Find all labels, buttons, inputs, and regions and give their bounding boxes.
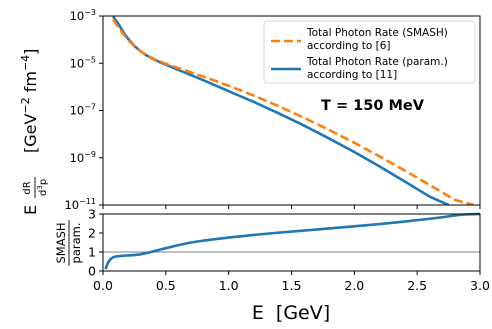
legend-label-param-line1: Total Photon Rate (param.) bbox=[306, 56, 448, 68]
temperature-annotation: T = 150 MeV bbox=[321, 98, 425, 114]
y-label-units-close: ] bbox=[21, 49, 40, 55]
y-label-E: E bbox=[21, 205, 40, 215]
y-label-units-exp1: −2 bbox=[19, 97, 32, 113]
main-y-tick-exp: −3 bbox=[84, 8, 96, 17]
x-tick-label: 2.0 bbox=[344, 278, 364, 293]
legend-label-smash-line1: Total Photon Rate (SMASH) bbox=[306, 27, 448, 39]
main-plot-frame bbox=[102, 15, 481, 206]
main-y-tick-base: 10 bbox=[70, 104, 85, 118]
main-y-tick-exp: −11 bbox=[79, 197, 96, 206]
series-smash-line bbox=[111, 18, 475, 205]
y-label-units-exp2: −4 bbox=[19, 55, 32, 71]
ratio-x-tick-labels: 0.0 0.5 1.0 1.5 2.0 2.5 3.0 bbox=[93, 278, 490, 293]
main-y-tick-base: 10 bbox=[70, 151, 85, 165]
ratio-y-tick-labels: 0 1 2 3 bbox=[88, 207, 96, 279]
main-y-tick-base: 10 bbox=[70, 56, 85, 70]
main-curves bbox=[111, 16, 475, 205]
ratio-label-den: param. bbox=[69, 223, 83, 264]
ratio-y-tick-label: 2 bbox=[88, 226, 96, 241]
main-tick-marks bbox=[99, 15, 481, 209]
main-y-tick-exp: −9 bbox=[84, 150, 96, 159]
main-y-tick-exp: −7 bbox=[84, 103, 96, 112]
x-tick-label: 1.0 bbox=[219, 278, 239, 293]
x-tick-label: 3.0 bbox=[470, 278, 490, 293]
ratio-y-tick-label: 0 bbox=[88, 264, 96, 279]
y-label-frac-num: dR bbox=[22, 181, 33, 194]
main-y-tick-label: 10−3 bbox=[70, 8, 96, 23]
ratio-curves bbox=[104, 212, 480, 270]
x-tick-label: 0.5 bbox=[156, 278, 176, 293]
ratio-y-tick-label: 3 bbox=[88, 207, 96, 222]
main-y-tick-label: 10−7 bbox=[70, 103, 96, 118]
x-tick-label: 2.5 bbox=[407, 278, 427, 293]
main-y-tick-base: 10 bbox=[64, 198, 79, 212]
series-ratio-line bbox=[104, 212, 480, 270]
legend-label-smash-line2: according to [6] bbox=[307, 40, 391, 52]
main-y-tick-label: 10−5 bbox=[70, 55, 96, 70]
y-label-units-open: [GeV bbox=[21, 114, 40, 153]
ratio-y-tick-label: 1 bbox=[88, 245, 96, 260]
ratio-tick-marks bbox=[99, 213, 481, 275]
y-label-units: [GeV−2 fm−4] bbox=[19, 49, 40, 153]
legend-label-param-line2: according to [11] bbox=[307, 69, 397, 81]
main-y-axis-label: E dR d3p [GeV−2 fm−4] bbox=[19, 49, 49, 215]
ratio-y-axis-label: SMASH param. bbox=[54, 220, 83, 266]
main-y-tick-label: 10−11 bbox=[64, 197, 96, 212]
y-label-frac-den: d3p bbox=[36, 179, 49, 196]
y-label-units-mid: fm bbox=[21, 71, 40, 97]
y-label-frac-den-exp: 3 bbox=[36, 185, 44, 189]
main-y-tick-exp: −5 bbox=[84, 55, 96, 64]
x-tick-label: 1.5 bbox=[282, 278, 302, 293]
y-label-frac-den-d: d bbox=[38, 190, 49, 196]
ratio-plot-frame bbox=[102, 213, 481, 272]
main-y-tick-label: 10−9 bbox=[70, 150, 96, 165]
legend-box bbox=[263, 20, 476, 84]
x-axis-label: E [GeV] bbox=[252, 302, 330, 324]
ratio-label-num: SMASH bbox=[54, 222, 68, 263]
legend: Total Photon Rate (SMASH) according to [… bbox=[263, 20, 476, 84]
y-label-frac-den-p: p bbox=[38, 179, 49, 185]
main-y-tick-base: 10 bbox=[70, 9, 85, 23]
x-tick-label: 0.0 bbox=[93, 278, 113, 293]
